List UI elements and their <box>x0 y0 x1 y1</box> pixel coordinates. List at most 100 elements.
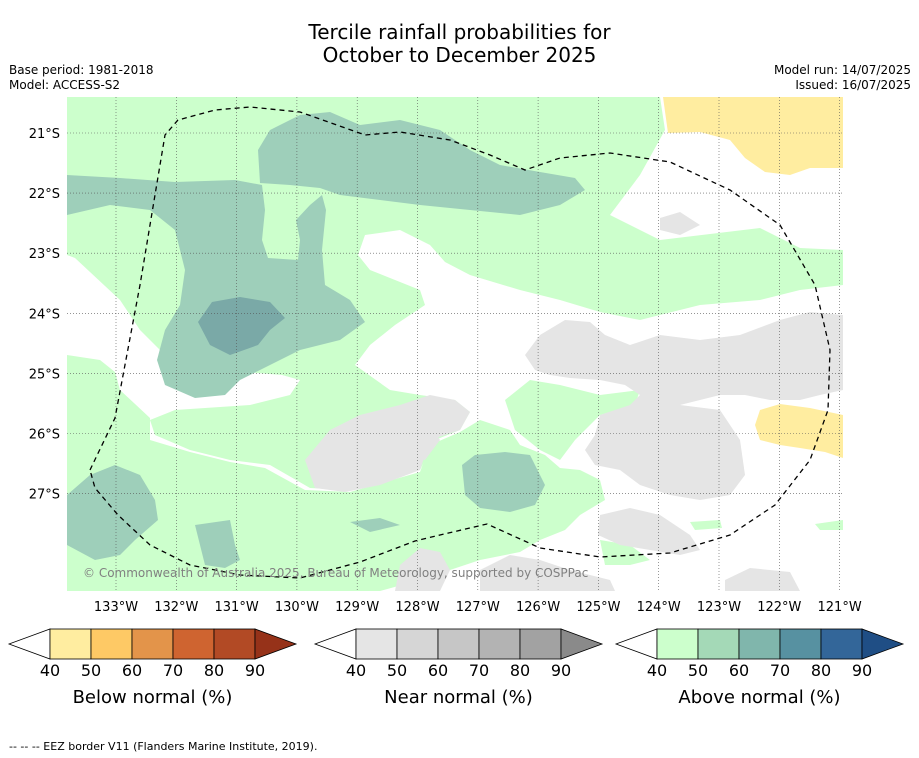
near-40-region-northeast-small <box>660 212 700 235</box>
lat-tick-label: 23°S <box>29 247 60 262</box>
legend-tick-label: 90 <box>551 661 571 680</box>
legend-tick-label: 40 <box>647 661 667 680</box>
lon-tick-label: 126°W <box>516 600 560 615</box>
near-40-region-southeast <box>598 508 700 555</box>
above-60-region-core <box>198 297 285 355</box>
above-40-region-sw <box>505 380 640 460</box>
base-period: Base period: 1981-2018 <box>9 63 154 77</box>
lon-tick-label: 127°W <box>456 600 500 615</box>
legend-title: Above normal (%) <box>678 687 840 708</box>
lat-tick-label: 22°S <box>29 187 60 202</box>
lon-labels: 133°W 132°W 131°W 130°W 129°W 128°W 127°W 126°W… <box>94 600 862 615</box>
legend-swatch <box>697 628 740 660</box>
legend-swatch <box>396 628 439 660</box>
lon-tick-label: 123°W <box>697 600 741 615</box>
legend-swatch <box>656 628 699 660</box>
lon-tick-label: 125°W <box>576 600 620 615</box>
lat-tick-label: 26°S <box>29 428 60 443</box>
legend-extend-high <box>254 628 298 660</box>
issued-date: Issued: 16/07/2025 <box>795 78 911 92</box>
map-figure: © Commonwealth of Australia 2025, Bureau… <box>7 97 905 708</box>
below-40-region-northeast <box>663 97 843 175</box>
legend-swatch <box>478 628 521 660</box>
near-40-region-center <box>305 395 470 492</box>
legend-colorbar: 40 50 60 70 80 90 Below normal (%) <box>7 628 298 708</box>
above-40-region-south-mid <box>600 540 650 565</box>
lat-tick-label: 21°S <box>29 127 60 142</box>
legend-swatch <box>213 628 256 660</box>
legend-swatch <box>90 628 133 660</box>
lat-tick-label: 25°S <box>29 367 60 382</box>
legend-swatch <box>49 628 92 660</box>
model-run: Model run: 14/07/2025 <box>773 63 911 77</box>
above-50-region-southcentral <box>462 452 545 512</box>
legend-tick-label: 80 <box>510 661 530 680</box>
legend-swatch <box>820 628 863 660</box>
legend-title: Near normal (%) <box>384 687 533 708</box>
meta-left: Base period: 1981-2018 Model: ACCESS-S2 <box>9 63 154 93</box>
above-50-region-south-sliver <box>350 518 400 532</box>
above-40-region-east-small-1 <box>690 520 722 530</box>
lat-labels: 21°S 22°S 23°S 24°S 25°S 26°S 27°S <box>29 127 60 503</box>
title-line-1: Tercile rainfall probabilities for <box>308 20 611 44</box>
above-50-region-north <box>258 112 585 215</box>
eez-footnote: -- -- -- EEZ border V11 (Flanders Marine… <box>9 740 318 753</box>
legend-swatch <box>519 628 562 660</box>
lon-tick-label: 131°W <box>215 600 259 615</box>
lon-tick-label: 124°W <box>637 600 681 615</box>
legend-extend-low <box>313 628 357 660</box>
lat-tick-label: 27°S <box>29 488 60 503</box>
lon-tick-label: 122°W <box>757 600 801 615</box>
legend-tick-label: 60 <box>122 661 142 680</box>
eez-border-line <box>89 106 831 579</box>
legend-tick-label: 70 <box>469 661 489 680</box>
legend-tick-label: 40 <box>40 661 60 680</box>
legend-tick-label: 80 <box>204 661 224 680</box>
legend-tick-label: 60 <box>428 661 448 680</box>
legend-tick-label: 70 <box>770 661 790 680</box>
lon-tick-label: 132°W <box>154 600 198 615</box>
legend-tick-label: 50 <box>81 661 101 680</box>
lon-tick-label: 129°W <box>335 600 379 615</box>
near-40-region-corner <box>725 568 800 591</box>
graticule <box>67 97 843 591</box>
legend-swatch <box>437 628 480 660</box>
legend-colorbar: 40 50 60 70 80 90 Above normal (%) <box>614 628 905 708</box>
near-40-region-south <box>480 555 615 591</box>
legend-swatch <box>738 628 781 660</box>
legend-tick-label: 80 <box>811 661 831 680</box>
legend-tick-label: 90 <box>852 661 872 680</box>
probability-field <box>67 97 843 591</box>
lon-tick-label: 121°W <box>818 600 862 615</box>
title-line-2: October to December 2025 <box>322 43 597 67</box>
meta-right: Model run: 14/07/2025 Issued: 16/07/2025 <box>774 63 911 93</box>
legend-title: Below normal (%) <box>73 687 233 708</box>
legend-swatch <box>355 628 398 660</box>
legend-tick-label: 40 <box>346 661 366 680</box>
legend-swatch <box>779 628 822 660</box>
legend-tick-label: 50 <box>688 661 708 680</box>
legend-swatch <box>131 628 174 660</box>
legend-tick-label: 60 <box>729 661 749 680</box>
legend-colorbar: 40 50 60 70 80 90 Near normal (%) <box>313 628 604 708</box>
lon-tick-label: 128°W <box>395 600 439 615</box>
model-name: Model: ACCESS-S2 <box>9 78 121 92</box>
legend-tick-label: 70 <box>163 661 183 680</box>
above-50-region-southwest <box>67 465 158 560</box>
legend-extend-low <box>614 628 658 660</box>
legend-swatch <box>172 628 215 660</box>
near-40-region-south-2 <box>395 548 450 591</box>
above-50-region-south-small <box>195 520 240 568</box>
map-copyright: © Commonwealth of Australia 2025, Bureau… <box>83 566 588 580</box>
above-40-region-east-small-2 <box>815 520 843 530</box>
lat-tick-label: 24°S <box>29 307 60 322</box>
lon-tick-label: 130°W <box>275 600 319 615</box>
legend-tick-label: 90 <box>245 661 265 680</box>
legend-extend-high <box>560 628 604 660</box>
legend-extend-low <box>7 628 51 660</box>
legend-tick-label: 50 <box>387 661 407 680</box>
legends: 40 50 60 70 80 90 Below normal (%) 40 50 60 70 80 90… <box>7 628 905 708</box>
legend-extend-high <box>861 628 905 660</box>
near-40-region-east <box>525 312 843 500</box>
below-40-region-east <box>755 404 843 458</box>
